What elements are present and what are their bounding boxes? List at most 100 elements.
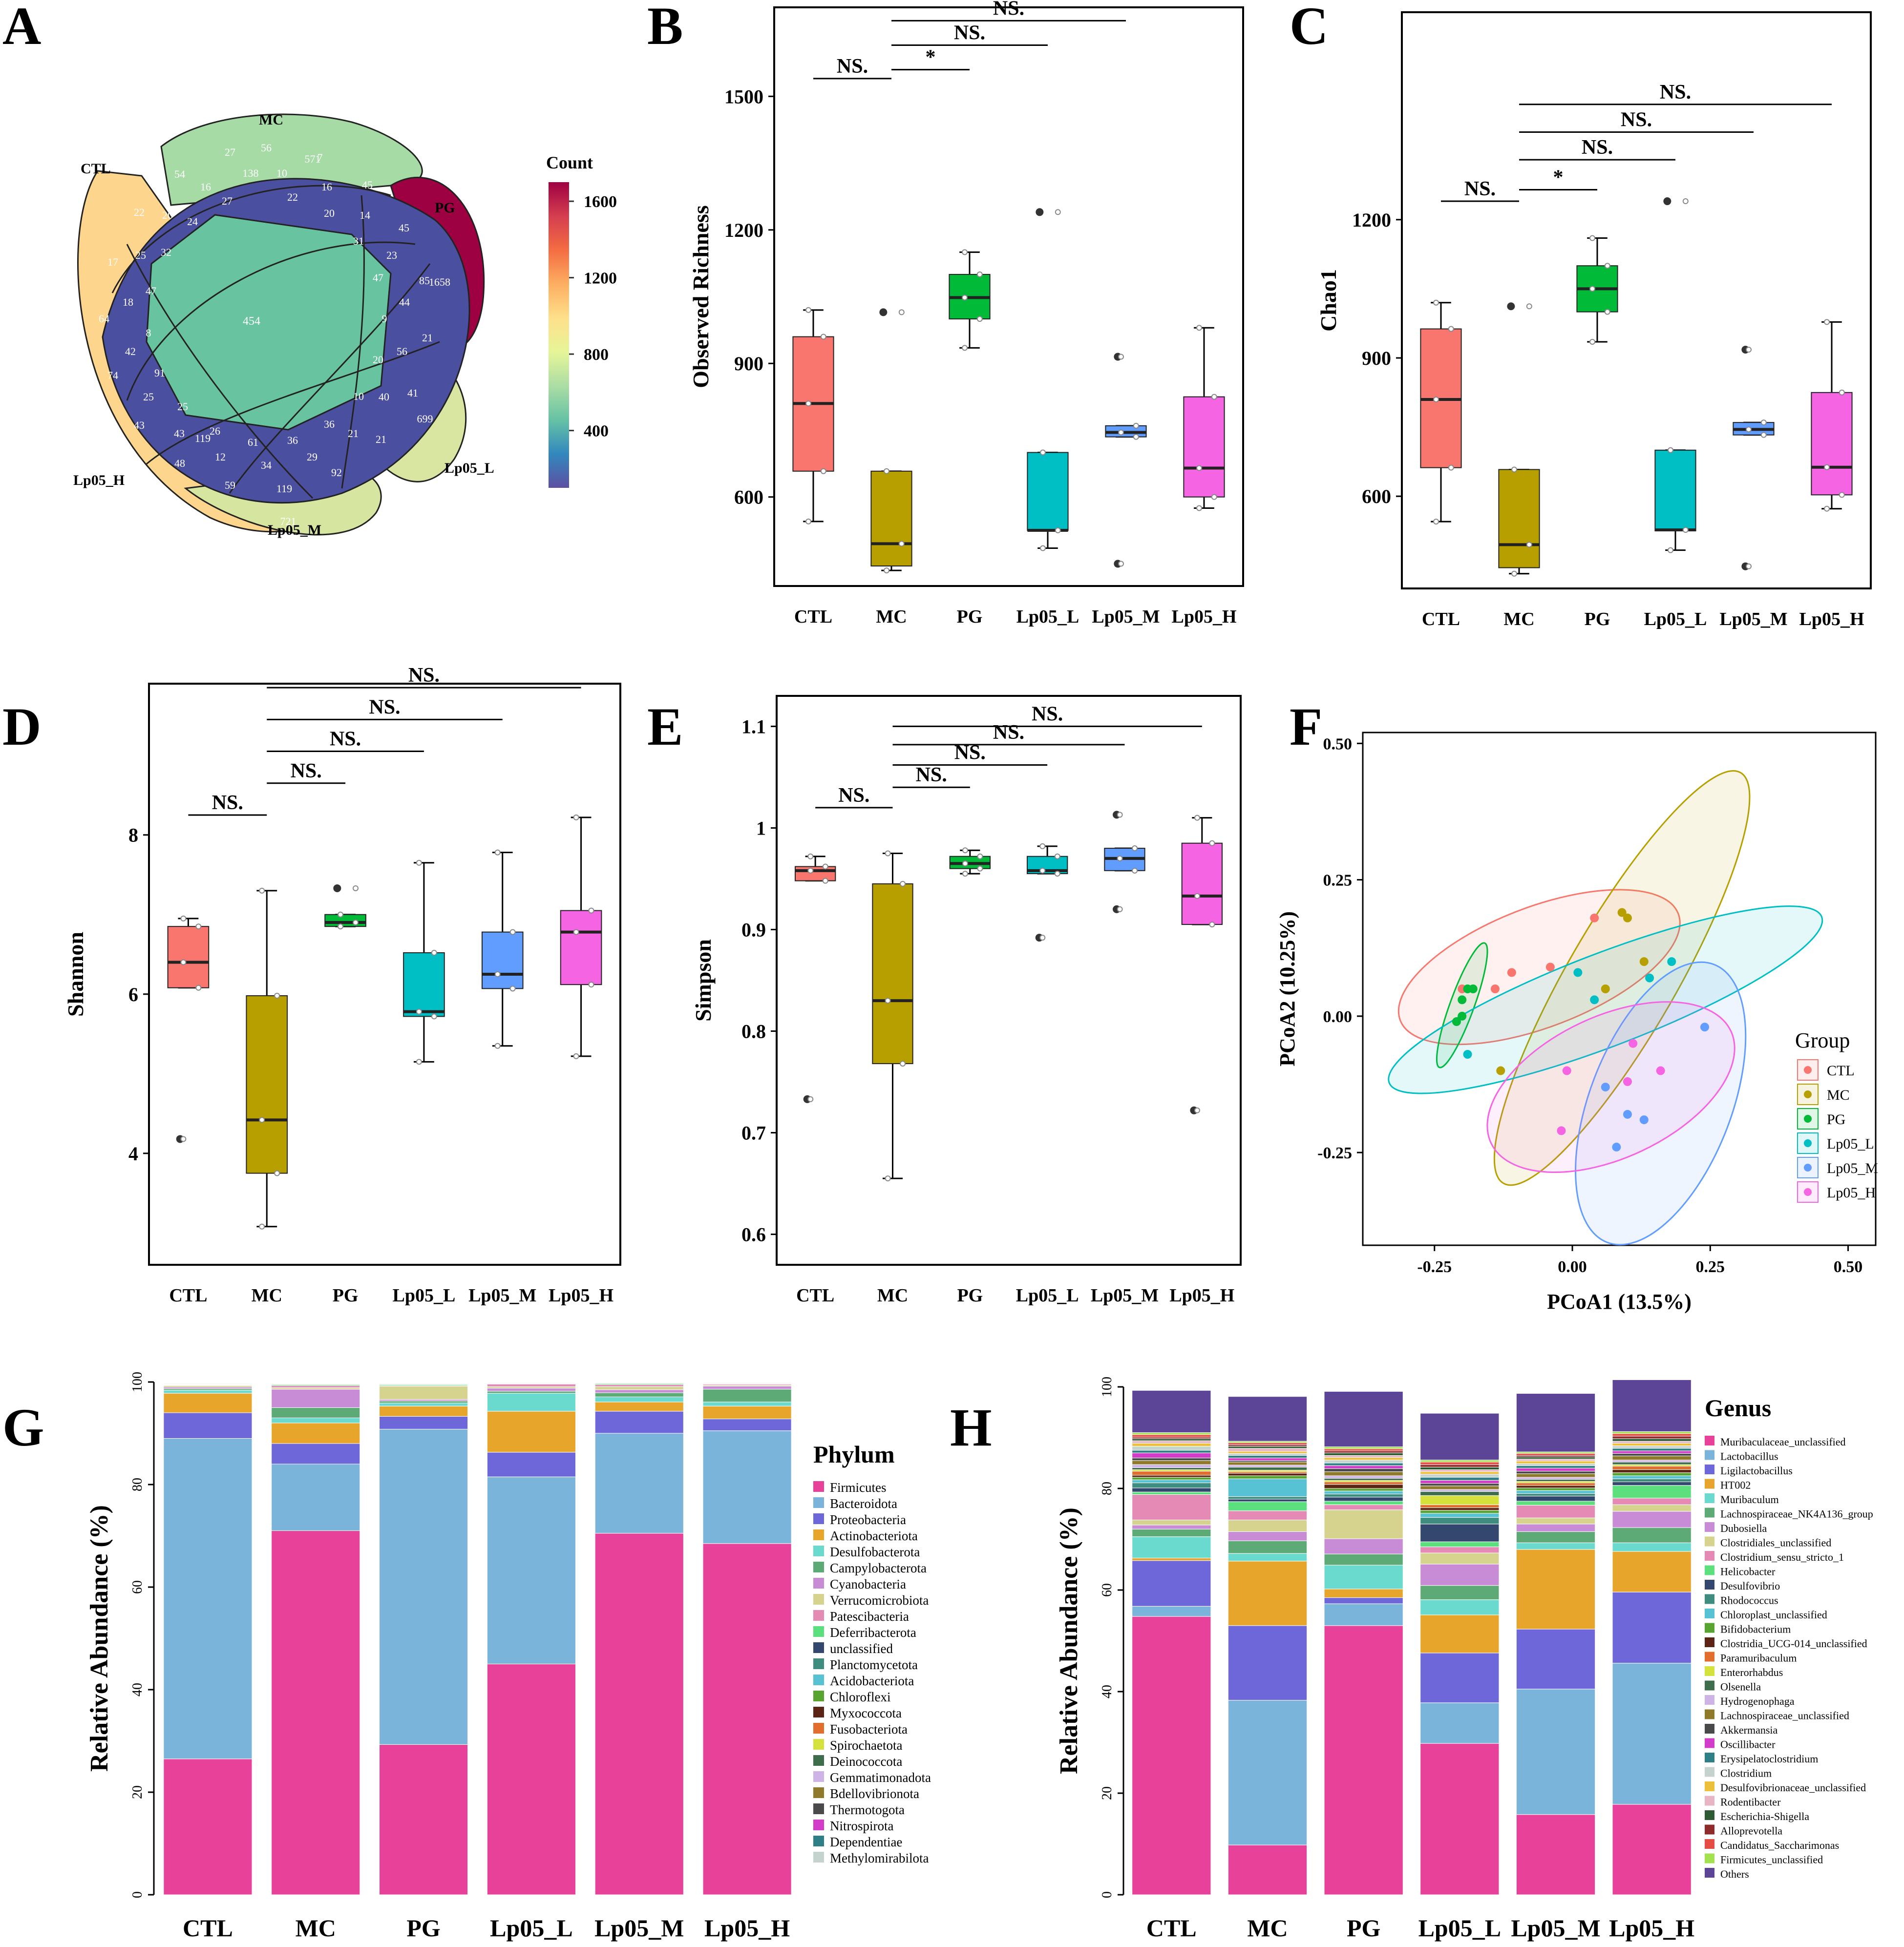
legend-key <box>813 1642 824 1653</box>
bar-segment <box>1612 1441 1692 1444</box>
data-point <box>274 1170 280 1176</box>
colorbar-tick-label: 400 <box>584 422 609 440</box>
data-point <box>259 1117 265 1123</box>
venn-count-label: 22 <box>134 206 145 218</box>
bar-segment <box>1227 1448 1308 1452</box>
venn-count-label: 32 <box>161 246 171 258</box>
scatter-point <box>1468 984 1478 993</box>
significance-label: NS. <box>993 0 1024 20</box>
bar-segment <box>1612 1462 1692 1465</box>
bar-segment <box>1516 1493 1596 1497</box>
data-point <box>807 867 814 874</box>
legend-key <box>1705 1810 1714 1820</box>
significance-label: NS. <box>369 696 400 718</box>
bar-segment <box>1227 1442 1308 1445</box>
significance-label: * <box>1553 166 1564 188</box>
legend-key <box>1705 1594 1714 1604</box>
scatter-point <box>1573 968 1583 977</box>
legend-label: Desulfovibrionaceae_unclassified <box>1720 1781 1866 1794</box>
bar-segment <box>1612 1436 1692 1439</box>
bar-segment <box>379 1744 468 1895</box>
scatter-point <box>1639 1115 1649 1125</box>
legend-label: Lachnospiraceae_unclassified <box>1720 1710 1849 1722</box>
bar-segment <box>1612 1504 1692 1512</box>
venn-count-label: 17 <box>107 256 118 268</box>
bar-segment <box>1227 1510 1308 1520</box>
legend-dot <box>1804 1139 1812 1147</box>
bar-segment <box>1612 1663 1692 1805</box>
bar-segment <box>271 1464 360 1531</box>
scatter-point <box>1623 913 1632 922</box>
venn-count-label: 20 <box>162 209 173 221</box>
legend-label: Chloroflexi <box>830 1690 890 1704</box>
bar-segment <box>1324 1471 1403 1476</box>
legend-dot <box>1804 1115 1812 1123</box>
data-point <box>1055 527 1061 534</box>
bar-segment <box>1612 1438 1692 1442</box>
legend-label: Paramuribaculum <box>1720 1652 1797 1664</box>
legend-label: Planctomycetota <box>830 1657 918 1672</box>
bar-segment <box>1516 1485 1596 1488</box>
box <box>1181 842 1223 925</box>
bar-segment <box>1324 1455 1403 1458</box>
data-point <box>1133 422 1139 429</box>
box <box>872 883 913 1065</box>
legend-label: Clostridia_UCG-014_unclassified <box>1720 1637 1867 1650</box>
venn-count-label: 25 <box>177 400 188 413</box>
outlier <box>879 308 888 316</box>
legend-label: Lachnospiraceae_NK4A136_group <box>1720 1508 1873 1520</box>
panel-letters: A B C D E F G H <box>2 0 1328 1457</box>
x-tick-label: MC <box>1503 609 1534 629</box>
legend-key <box>1705 1522 1714 1532</box>
legend-key <box>1705 1536 1714 1547</box>
bar-segment <box>1516 1461 1596 1464</box>
data-point <box>1054 871 1060 877</box>
y-tick-label: 0.6 <box>741 1224 766 1246</box>
bar-segment <box>1612 1465 1692 1470</box>
legend-label: Erysipelatoclostridium <box>1720 1753 1818 1765</box>
x-tick-label: PG <box>1347 1914 1380 1942</box>
data-point <box>588 907 594 914</box>
legend-key <box>1705 1580 1714 1590</box>
bar-segment <box>1420 1466 1500 1470</box>
legend-key <box>1705 1796 1714 1806</box>
bar-segment <box>1516 1531 1596 1543</box>
bar-segment <box>1516 1501 1596 1506</box>
bar-segment <box>379 1429 468 1745</box>
bar-segment <box>487 1393 576 1412</box>
bar-segment <box>1516 1814 1596 1895</box>
legend-label: Campylobacterota <box>830 1561 927 1575</box>
bar-segment <box>594 1533 684 1895</box>
venn-count-label: 42 <box>125 345 136 357</box>
data-point <box>1760 419 1767 426</box>
bar-segment <box>487 1411 576 1453</box>
y-tick-label: 0.9 <box>741 919 766 941</box>
legend-label: Enterorhabdus <box>1720 1666 1783 1678</box>
bar-segment <box>1324 1460 1403 1464</box>
bar-segment <box>1227 1396 1308 1442</box>
data-point <box>1209 840 1215 846</box>
bar-segment <box>1324 1448 1403 1451</box>
bar-segment <box>1132 1525 1211 1529</box>
legend-dot <box>1804 1066 1812 1074</box>
bar-segment <box>1324 1475 1403 1479</box>
bar-segment <box>702 1402 792 1406</box>
venn-label-ctl: CTL <box>81 161 111 177</box>
data-point <box>807 1096 814 1102</box>
bar-segment <box>1132 1432 1211 1435</box>
bar-segment <box>1227 1475 1308 1479</box>
bar-segment <box>1612 1527 1692 1543</box>
bar-segment <box>1324 1484 1403 1489</box>
significance-label: NS. <box>1464 178 1496 200</box>
data-point <box>1211 394 1217 400</box>
legend-key <box>813 1852 824 1863</box>
bar-segment <box>594 1433 684 1534</box>
scatter-point <box>1629 1039 1638 1048</box>
bar-segment <box>594 1386 684 1390</box>
legend-label: Deferribacterota <box>830 1625 916 1640</box>
legend-key <box>1705 1868 1714 1878</box>
x-tick-label: CTL <box>1422 609 1460 629</box>
significance-label: NS. <box>993 721 1024 744</box>
bar-segment <box>1227 1625 1308 1701</box>
data-point <box>962 345 968 351</box>
